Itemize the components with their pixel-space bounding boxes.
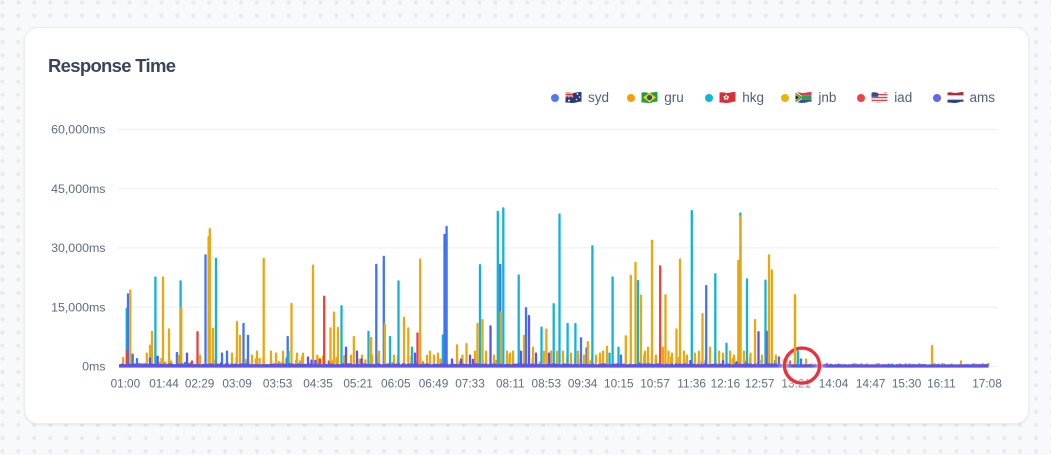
svg-text:05:21: 05:21 — [343, 377, 373, 391]
svg-text:01:00: 01:00 — [111, 377, 141, 391]
svg-text:0ms: 0ms — [82, 360, 105, 374]
svg-text:02:29: 02:29 — [185, 377, 215, 391]
svg-text:03:53: 03:53 — [263, 377, 293, 391]
svg-text:60,000ms: 60,000ms — [51, 123, 105, 137]
svg-text:08:53: 08:53 — [532, 377, 562, 391]
svg-text:06:05: 06:05 — [381, 377, 411, 391]
svg-text:12:57: 12:57 — [745, 377, 775, 391]
svg-text:07:33: 07:33 — [455, 377, 485, 391]
svg-text:04:35: 04:35 — [303, 377, 333, 391]
svg-text:45,000ms: 45,000ms — [51, 182, 105, 196]
svg-text:14:04: 14:04 — [819, 377, 849, 391]
svg-text:09:34: 09:34 — [568, 377, 598, 391]
svg-text:14:47: 14:47 — [856, 377, 886, 391]
svg-text:16:11: 16:11 — [927, 377, 956, 391]
svg-text:06:49: 06:49 — [419, 377, 449, 391]
svg-text:12:16: 12:16 — [711, 377, 741, 391]
svg-text:01:44: 01:44 — [149, 377, 179, 391]
svg-text:10:15: 10:15 — [604, 377, 634, 391]
svg-text:10:57: 10:57 — [640, 377, 670, 391]
svg-text:30,000ms: 30,000ms — [51, 241, 105, 255]
svg-text:15,000ms: 15,000ms — [51, 300, 105, 314]
svg-text:15:30: 15:30 — [892, 377, 922, 391]
svg-text:17:08: 17:08 — [972, 377, 1002, 391]
svg-text:03:09: 03:09 — [222, 377, 252, 391]
svg-text:08:11: 08:11 — [496, 377, 525, 391]
svg-text:11:36: 11:36 — [677, 377, 706, 391]
